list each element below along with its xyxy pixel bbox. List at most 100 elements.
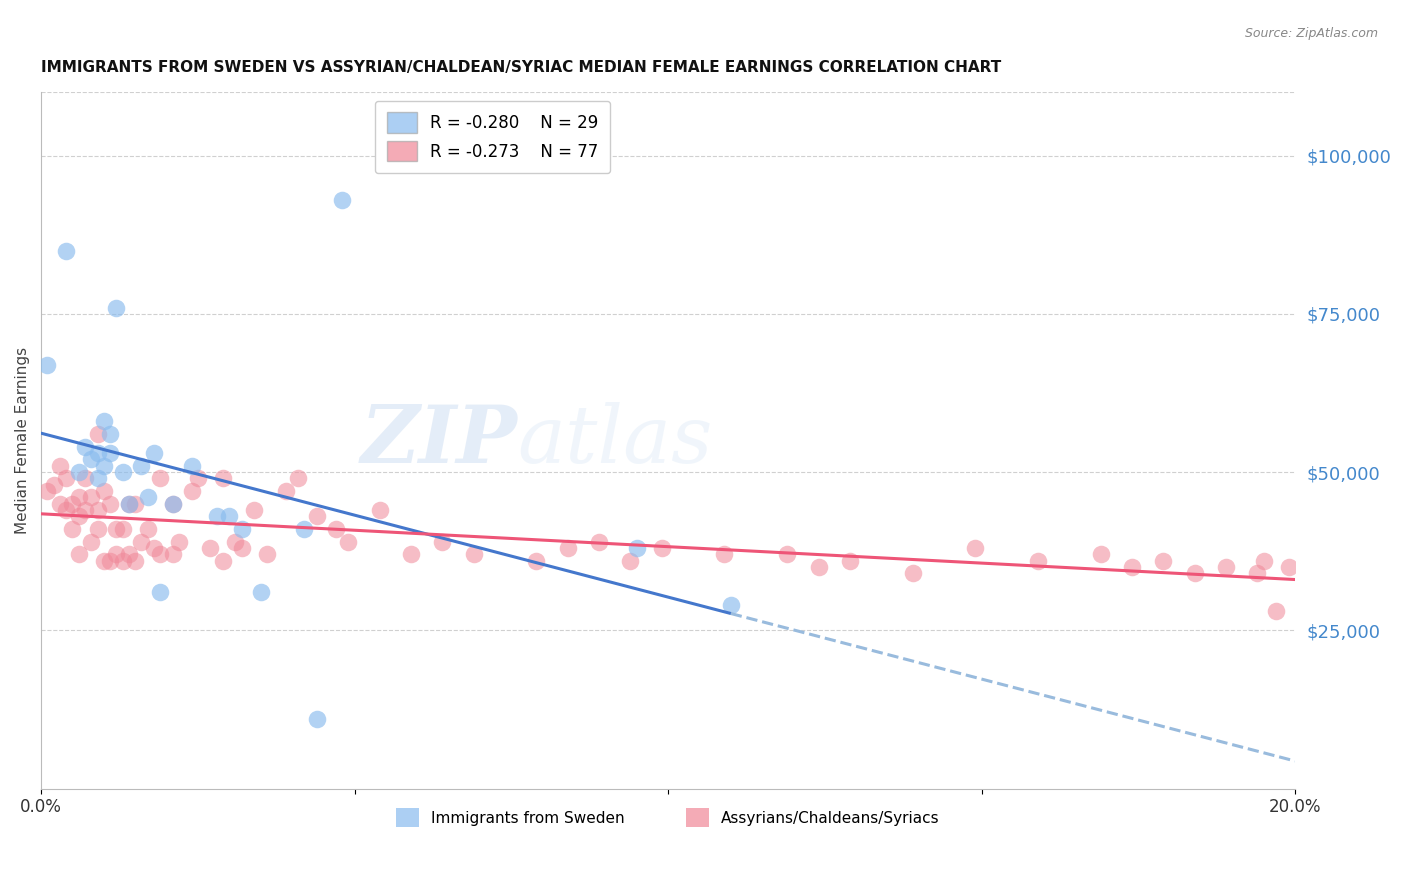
Point (86, 503, 108, 517)
Point (118, 497, 141, 511)
Point (901, 566, 924, 581)
Point (143, 541, 166, 555)
Point (136, 522, 159, 536)
Point (37, 358, 59, 372)
Point (162, 497, 184, 511)
Text: Source: ZipAtlas.com: Source: ZipAtlas.com (1244, 27, 1378, 40)
Point (626, 541, 648, 555)
Point (212, 554, 235, 568)
Point (105, 301, 128, 315)
Point (432, 534, 454, 549)
Point (651, 541, 673, 555)
Point (1121, 560, 1143, 574)
Legend: Immigrants from Sweden, Assyrians/Chaldeans/Syriacs: Immigrants from Sweden, Assyrians/Chalde… (389, 802, 946, 833)
Point (557, 541, 579, 555)
Point (1026, 554, 1049, 568)
Point (118, 548, 141, 562)
Point (149, 548, 172, 562)
Point (111, 522, 134, 536)
Point (205, 509, 228, 524)
Point (1265, 604, 1288, 618)
Point (98, 497, 121, 511)
Point (149, 471, 172, 485)
Point (162, 497, 184, 511)
Point (256, 548, 278, 562)
Point (124, 497, 146, 511)
Point (55, 471, 77, 485)
Point (73, 471, 96, 485)
Point (720, 598, 742, 612)
Point (136, 491, 159, 505)
Point (143, 446, 166, 460)
Point (965, 541, 987, 555)
Point (1246, 566, 1268, 581)
Point (93, 554, 115, 568)
Point (37, 484, 59, 499)
Point (86, 522, 108, 536)
Text: atlas: atlas (517, 401, 713, 479)
Point (588, 534, 610, 549)
Point (67, 509, 90, 524)
Point (337, 534, 360, 549)
Point (49, 497, 72, 511)
Point (368, 503, 391, 517)
Y-axis label: Median Female Earnings: Median Female Earnings (15, 347, 30, 534)
Point (776, 548, 799, 562)
Point (42, 477, 65, 491)
Text: ZIP: ZIP (361, 401, 517, 479)
Point (111, 465, 134, 479)
Point (212, 471, 235, 485)
Point (463, 548, 485, 562)
Point (231, 522, 253, 536)
Point (619, 554, 641, 568)
Point (93, 458, 115, 473)
Point (305, 712, 328, 726)
Point (124, 554, 146, 568)
Point (200, 541, 222, 555)
Point (1090, 548, 1112, 562)
Point (80, 452, 103, 467)
Point (49, 458, 72, 473)
Point (55, 244, 77, 258)
Text: IMMIGRANTS FROM SWEDEN VS ASSYRIAN/CHALDEAN/SYRIAC MEDIAN FEMALE EARNINGS CORREL: IMMIGRANTS FROM SWEDEN VS ASSYRIAN/CHALD… (41, 60, 1001, 75)
Point (249, 585, 271, 599)
Point (305, 509, 328, 524)
Point (243, 503, 266, 517)
Point (67, 491, 90, 505)
Point (287, 471, 309, 485)
Point (1253, 554, 1275, 568)
Point (807, 560, 830, 574)
Point (274, 484, 297, 499)
Point (526, 554, 548, 568)
Point (1184, 566, 1206, 581)
Point (218, 509, 240, 524)
Point (149, 585, 172, 599)
Point (180, 458, 202, 473)
Point (294, 522, 316, 536)
Point (399, 548, 422, 562)
Point (80, 534, 103, 549)
Point (93, 415, 115, 429)
Point (105, 522, 128, 536)
Point (325, 522, 347, 536)
Point (1278, 560, 1301, 574)
Point (162, 548, 184, 562)
Point (86, 427, 108, 442)
Point (330, 193, 353, 207)
Point (62, 497, 84, 511)
Point (73, 503, 96, 517)
Point (67, 548, 90, 562)
Point (98, 554, 121, 568)
Point (180, 484, 202, 499)
Point (67, 465, 90, 479)
Point (62, 522, 84, 536)
Point (187, 471, 209, 485)
Point (86, 471, 108, 485)
Point (86, 446, 108, 460)
Point (167, 534, 190, 549)
Point (111, 554, 134, 568)
Point (1152, 554, 1174, 568)
Point (55, 503, 77, 517)
Point (224, 534, 246, 549)
Point (93, 484, 115, 499)
